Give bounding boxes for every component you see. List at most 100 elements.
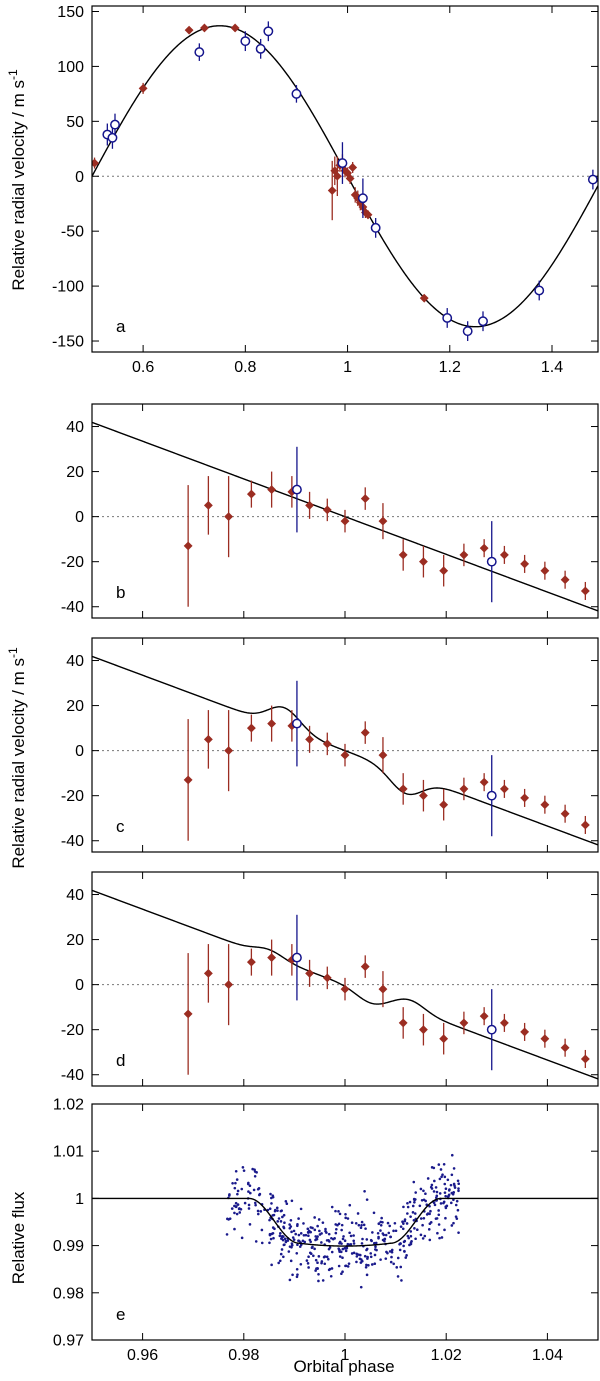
flux-point <box>260 1241 264 1245</box>
flux-point <box>295 1267 299 1271</box>
flux-point <box>429 1209 432 1213</box>
flux-point <box>446 1178 450 1182</box>
flux-point <box>323 1262 327 1266</box>
y-tick-label: 20 <box>66 932 84 949</box>
flux-point <box>450 1173 454 1177</box>
flux-point <box>364 1265 368 1269</box>
flux-point <box>279 1209 283 1213</box>
flux-point <box>445 1204 449 1208</box>
flux-point <box>278 1234 282 1238</box>
flux-point <box>276 1209 279 1212</box>
flux-point <box>330 1236 333 1240</box>
flux-point <box>271 1231 275 1235</box>
red-diamond-point <box>267 953 277 963</box>
y-tick-label: 40 <box>66 419 84 436</box>
flux-point <box>256 1187 260 1191</box>
flux-point <box>444 1216 447 1220</box>
flux-point <box>279 1252 283 1256</box>
y-tick-label: -50 <box>61 224 84 241</box>
y-tick-label: 0 <box>75 977 84 994</box>
plot-area <box>92 1153 598 1289</box>
flux-point <box>390 1250 393 1253</box>
flux-point <box>340 1228 343 1232</box>
red-diamond-point <box>322 739 332 749</box>
red-diamond-point <box>348 163 358 172</box>
flux-point <box>309 1252 313 1256</box>
flux-point <box>339 1250 343 1254</box>
flux-point <box>225 1233 229 1236</box>
flux-point <box>248 1223 252 1226</box>
flux-point <box>387 1231 391 1235</box>
flux-point <box>306 1227 310 1231</box>
flux-point <box>282 1255 285 1259</box>
red-diamond-point <box>322 973 332 983</box>
flux-point <box>270 1202 273 1205</box>
flux-point <box>414 1191 418 1194</box>
flux-point <box>287 1250 291 1253</box>
flux-point <box>444 1194 447 1198</box>
flux-point <box>336 1223 339 1227</box>
flux-point <box>352 1234 355 1237</box>
flux-point <box>437 1163 441 1166</box>
flux-point <box>237 1207 241 1211</box>
flux-point <box>296 1273 299 1276</box>
flux-point <box>327 1257 330 1261</box>
flux-point <box>434 1217 438 1220</box>
flux-point <box>277 1261 280 1265</box>
y-tick-label: -20 <box>61 554 84 571</box>
blue-circle-point <box>291 718 302 729</box>
flux-point <box>234 1201 238 1205</box>
flux-point <box>398 1243 401 1246</box>
red-diamond-point <box>560 575 570 585</box>
flux-point <box>406 1234 410 1238</box>
flux-point <box>317 1218 321 1221</box>
flux-point <box>330 1205 334 1209</box>
flux-point <box>456 1208 460 1212</box>
flux-point <box>316 1261 319 1265</box>
flux-point <box>279 1220 283 1223</box>
flux-point <box>268 1207 272 1210</box>
flux-point <box>305 1259 309 1262</box>
flux-point <box>402 1244 405 1248</box>
flux-point <box>299 1232 303 1235</box>
flux-point <box>315 1237 318 1241</box>
flux-point <box>408 1200 412 1204</box>
red-diamond-point <box>183 1009 193 1019</box>
flux-point <box>344 1264 347 1268</box>
flux-point <box>344 1249 348 1253</box>
y-tick-label: 0 <box>75 509 84 526</box>
flux-point <box>247 1181 250 1185</box>
x-tick-label: 1 <box>341 1347 350 1364</box>
flux-point <box>371 1231 374 1234</box>
red-diamond-point <box>92 158 99 168</box>
flux-point <box>357 1223 361 1227</box>
red-diamond-point <box>398 1018 408 1028</box>
flux-point <box>286 1239 290 1242</box>
y-tick-label: 0.97 <box>53 1333 84 1350</box>
flux-point <box>315 1267 318 1270</box>
flux-point <box>259 1210 263 1213</box>
flux-point <box>412 1218 416 1222</box>
y-tick-label: -40 <box>61 1067 84 1084</box>
red-diamond-point <box>138 83 148 93</box>
red-diamond-point <box>184 25 194 35</box>
red-diamond-point <box>398 550 408 560</box>
flux-point <box>386 1221 390 1225</box>
flux-point <box>281 1238 285 1242</box>
flux-point <box>360 1220 364 1224</box>
flux-point <box>247 1207 251 1210</box>
flux-point <box>363 1189 366 1193</box>
flux-point <box>439 1202 443 1205</box>
flux-point <box>247 1203 251 1207</box>
flux-point <box>443 1175 447 1179</box>
flux-point <box>379 1229 382 1232</box>
flux-point <box>415 1228 419 1232</box>
flux-point <box>436 1231 439 1235</box>
red-diamond-point <box>267 719 277 729</box>
flux-point <box>338 1212 342 1216</box>
y-axis-title-flux: Relative flux <box>9 1191 28 1284</box>
red-diamond-point <box>378 750 388 760</box>
flux-point <box>290 1242 294 1245</box>
red-diamond-point <box>560 809 570 819</box>
flux-point <box>440 1236 444 1239</box>
